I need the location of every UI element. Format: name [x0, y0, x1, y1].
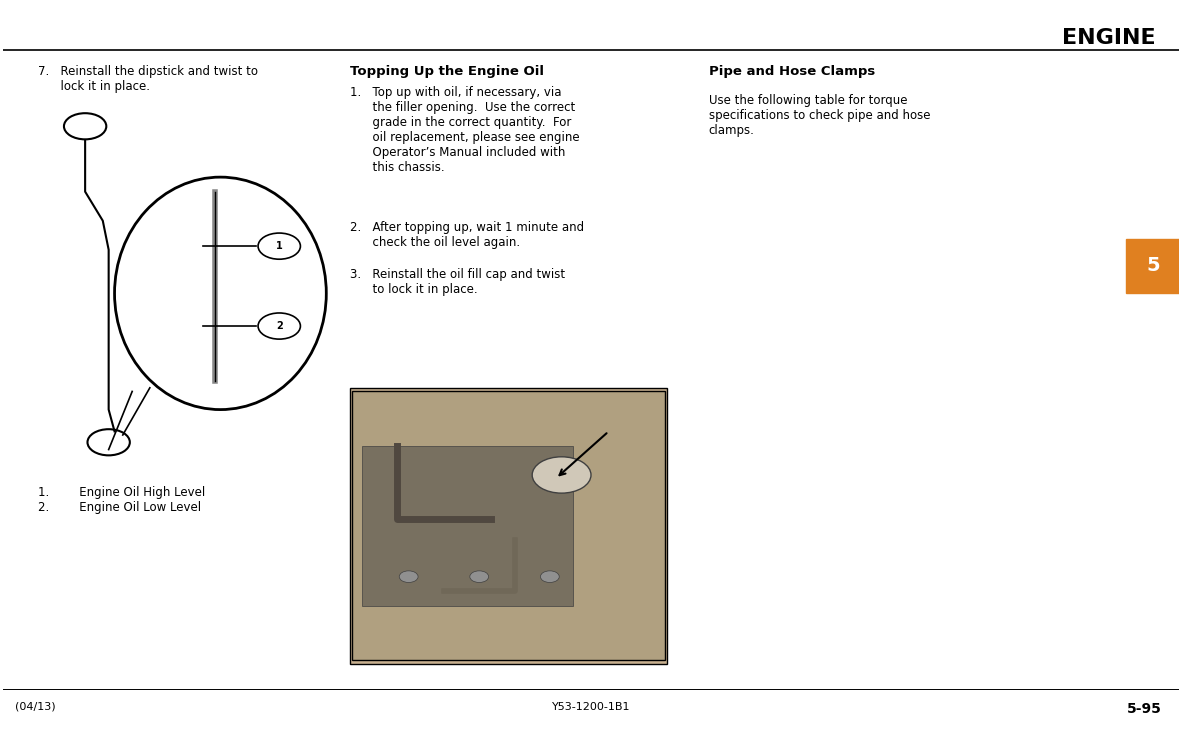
- FancyBboxPatch shape: [352, 392, 665, 660]
- Circle shape: [258, 233, 300, 259]
- Circle shape: [469, 571, 488, 583]
- Text: 1.        Engine Oil High Level
2.        Engine Oil Low Level: 1. Engine Oil High Level 2. Engine Oil L…: [38, 486, 206, 514]
- Text: Y53-1200-1B1: Y53-1200-1B1: [552, 701, 630, 712]
- Circle shape: [532, 457, 591, 493]
- FancyBboxPatch shape: [350, 388, 668, 664]
- Text: Topping Up the Engine Oil: Topping Up the Engine Oil: [350, 64, 544, 78]
- Circle shape: [540, 571, 559, 583]
- Text: ENGINE: ENGINE: [1063, 29, 1156, 48]
- FancyBboxPatch shape: [1126, 239, 1180, 294]
- Text: Pipe and Hose Clamps: Pipe and Hose Clamps: [709, 64, 875, 78]
- Text: 5-95: 5-95: [1126, 701, 1162, 716]
- Text: (04/13): (04/13): [14, 701, 56, 712]
- Text: 2.   After topping up, wait 1 minute and
      check the oil level again.: 2. After topping up, wait 1 minute and c…: [350, 221, 584, 249]
- Text: 2: 2: [275, 321, 282, 331]
- Text: 3.   Reinstall the oil fill cap and twist
      to lock it in place.: 3. Reinstall the oil fill cap and twist …: [350, 268, 565, 296]
- Text: 1: 1: [275, 241, 282, 251]
- Text: 5: 5: [1145, 256, 1160, 275]
- Circle shape: [400, 571, 418, 583]
- Text: 7.   Reinstall the dipstick and twist to
      lock it in place.: 7. Reinstall the dipstick and twist to l…: [38, 64, 258, 92]
- Text: Use the following table for torque
specifications to check pipe and hose
clamps.: Use the following table for torque speci…: [709, 94, 930, 137]
- FancyBboxPatch shape: [362, 446, 573, 605]
- Circle shape: [258, 313, 300, 339]
- Text: 1.   Top up with oil, if necessary, via
      the filler opening.  Use the corre: 1. Top up with oil, if necessary, via th…: [350, 86, 579, 174]
